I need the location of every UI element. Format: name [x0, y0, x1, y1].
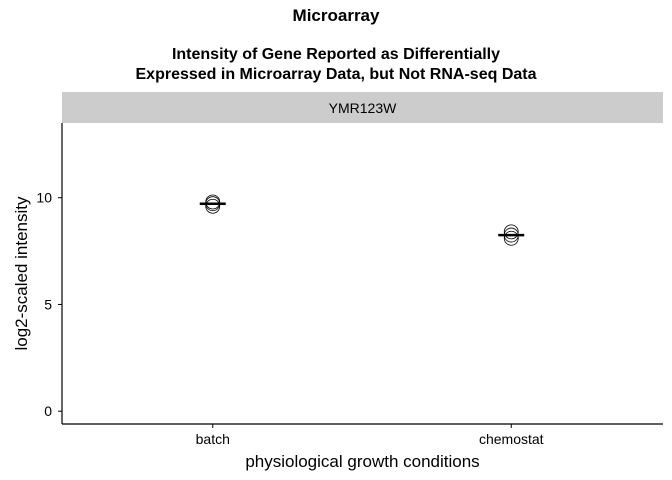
chart-subtitle-line-2: Expressed in Microarray Data, but Not RN… [135, 66, 537, 83]
facet-strip [62, 92, 663, 123]
data-point [503, 230, 519, 246]
chart-title: Microarray [292, 6, 380, 25]
data-point [205, 194, 221, 210]
y-tick-label: 0 [44, 403, 52, 419]
y-axis-title: log2-scaled intensity [12, 196, 31, 351]
x-tick-label: chemostat [479, 431, 544, 447]
chart-subtitle-line-1: Intensity of Gene Reported as Differenti… [171, 46, 501, 63]
y-tick-label: 5 [44, 296, 52, 312]
x-axis-title: physiological growth conditions [245, 452, 479, 471]
y-tick-label: 10 [36, 190, 52, 206]
data-point [205, 198, 221, 214]
x-tick-label: batch [196, 431, 230, 447]
data-point [503, 224, 519, 240]
facet-label: YMR123W [329, 100, 397, 116]
